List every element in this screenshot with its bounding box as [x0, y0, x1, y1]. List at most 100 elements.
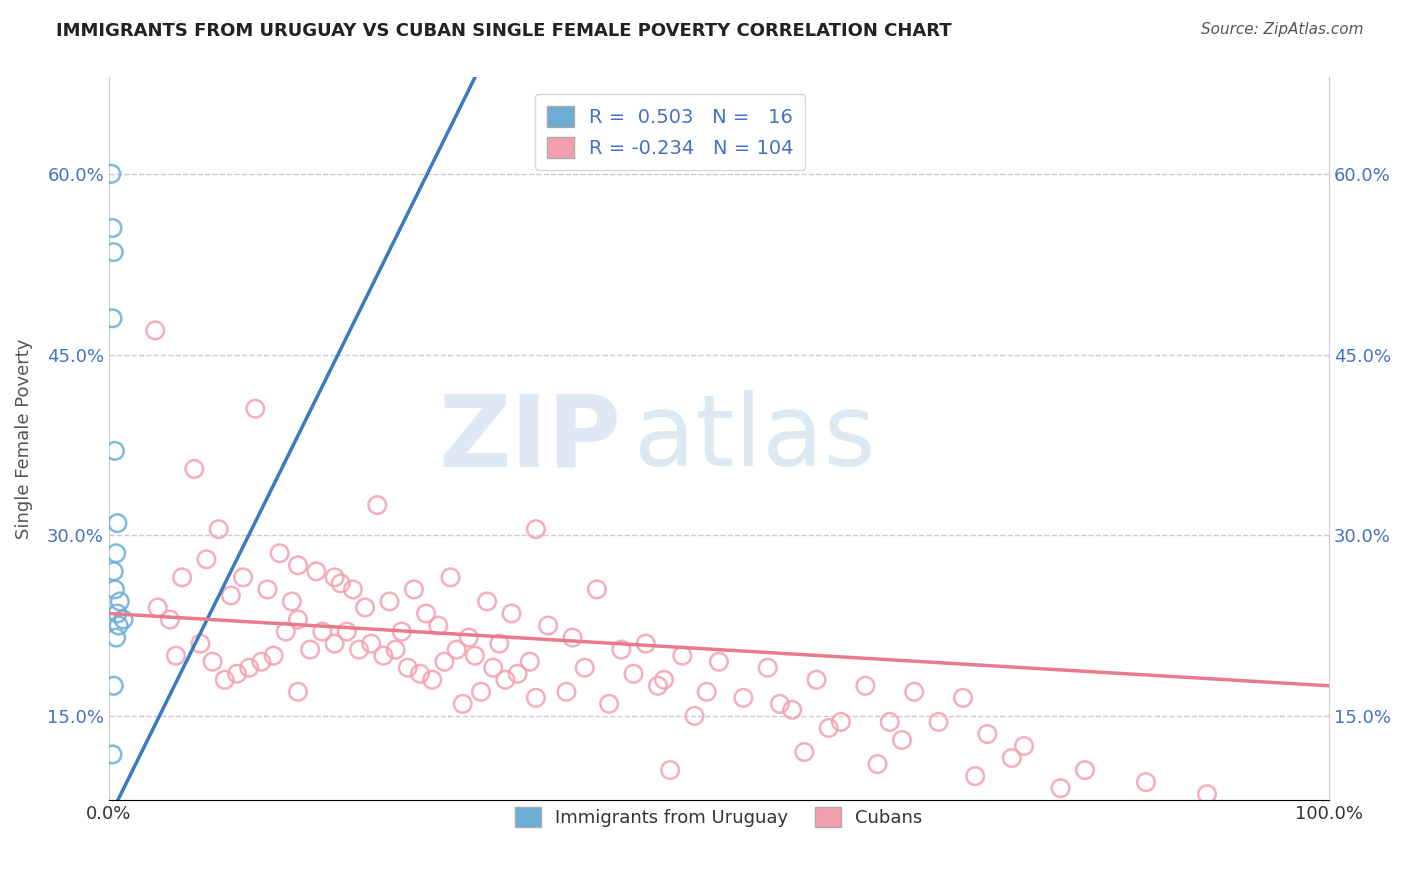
Point	[366, 498, 388, 512]
Point	[470, 685, 492, 699]
Point	[696, 685, 718, 699]
Point	[104, 582, 127, 597]
Point	[396, 661, 419, 675]
Point	[793, 745, 815, 759]
Point	[457, 631, 479, 645]
Point	[373, 648, 395, 663]
Point	[250, 655, 273, 669]
Point	[354, 600, 377, 615]
Y-axis label: Single Female Poverty: Single Female Poverty	[15, 339, 32, 539]
Point	[1074, 763, 1097, 777]
Point	[336, 624, 359, 639]
Point	[105, 546, 128, 560]
Point	[165, 648, 187, 663]
Point	[103, 679, 125, 693]
Point	[391, 624, 413, 639]
Point	[830, 714, 852, 729]
Point	[610, 642, 633, 657]
Point	[506, 666, 529, 681]
Point	[501, 607, 523, 621]
Point	[402, 582, 425, 597]
Point	[347, 642, 370, 657]
Point	[101, 747, 124, 762]
Point	[488, 637, 510, 651]
Point	[475, 594, 498, 608]
Legend: Immigrants from Uruguay, Cubans: Immigrants from Uruguay, Cubans	[509, 800, 929, 835]
Point	[780, 703, 803, 717]
Point	[598, 697, 620, 711]
Point	[586, 582, 609, 597]
Point	[928, 714, 950, 729]
Point	[965, 769, 987, 783]
Point	[446, 642, 468, 657]
Point	[195, 552, 218, 566]
Point	[415, 607, 437, 621]
Point	[451, 697, 474, 711]
Point	[866, 757, 889, 772]
Point	[952, 690, 974, 705]
Point	[103, 245, 125, 260]
Point	[634, 637, 657, 651]
Point	[707, 655, 730, 669]
Point	[104, 443, 127, 458]
Point	[360, 637, 382, 651]
Text: IMMIGRANTS FROM URUGUAY VS CUBAN SINGLE FEMALE POVERTY CORRELATION CHART: IMMIGRANTS FROM URUGUAY VS CUBAN SINGLE …	[56, 22, 952, 40]
Point	[671, 648, 693, 663]
Point	[172, 570, 194, 584]
Point	[482, 661, 505, 675]
Point	[806, 673, 828, 687]
Point	[427, 618, 450, 632]
Point	[1012, 739, 1035, 753]
Point	[574, 661, 596, 675]
Point	[101, 221, 124, 235]
Point	[1001, 751, 1024, 765]
Point	[256, 582, 278, 597]
Point	[323, 570, 346, 584]
Point	[524, 690, 547, 705]
Point	[891, 733, 914, 747]
Point	[263, 648, 285, 663]
Point	[329, 576, 352, 591]
Point	[287, 558, 309, 573]
Point	[652, 673, 675, 687]
Point	[420, 673, 443, 687]
Point	[103, 565, 125, 579]
Point	[976, 727, 998, 741]
Point	[107, 607, 129, 621]
Point	[561, 631, 583, 645]
Point	[378, 594, 401, 608]
Point	[311, 624, 333, 639]
Point	[183, 462, 205, 476]
Text: atlas: atlas	[634, 391, 875, 487]
Point	[1049, 781, 1071, 796]
Point	[108, 594, 131, 608]
Point	[287, 613, 309, 627]
Point	[274, 624, 297, 639]
Point	[299, 642, 322, 657]
Point	[903, 685, 925, 699]
Point	[433, 655, 456, 669]
Point	[281, 594, 304, 608]
Point	[219, 589, 242, 603]
Point	[555, 685, 578, 699]
Point	[245, 401, 267, 416]
Point	[537, 618, 560, 632]
Point	[519, 655, 541, 669]
Point	[464, 648, 486, 663]
Point	[101, 311, 124, 326]
Point	[201, 655, 224, 669]
Point	[143, 323, 166, 337]
Point	[208, 522, 231, 536]
Point	[305, 565, 328, 579]
Point	[623, 666, 645, 681]
Point	[683, 709, 706, 723]
Point	[853, 679, 876, 693]
Point	[769, 697, 792, 711]
Point	[756, 661, 779, 675]
Point	[232, 570, 254, 584]
Point	[1135, 775, 1157, 789]
Point	[107, 516, 129, 530]
Point	[439, 570, 461, 584]
Point	[323, 637, 346, 651]
Point	[879, 714, 901, 729]
